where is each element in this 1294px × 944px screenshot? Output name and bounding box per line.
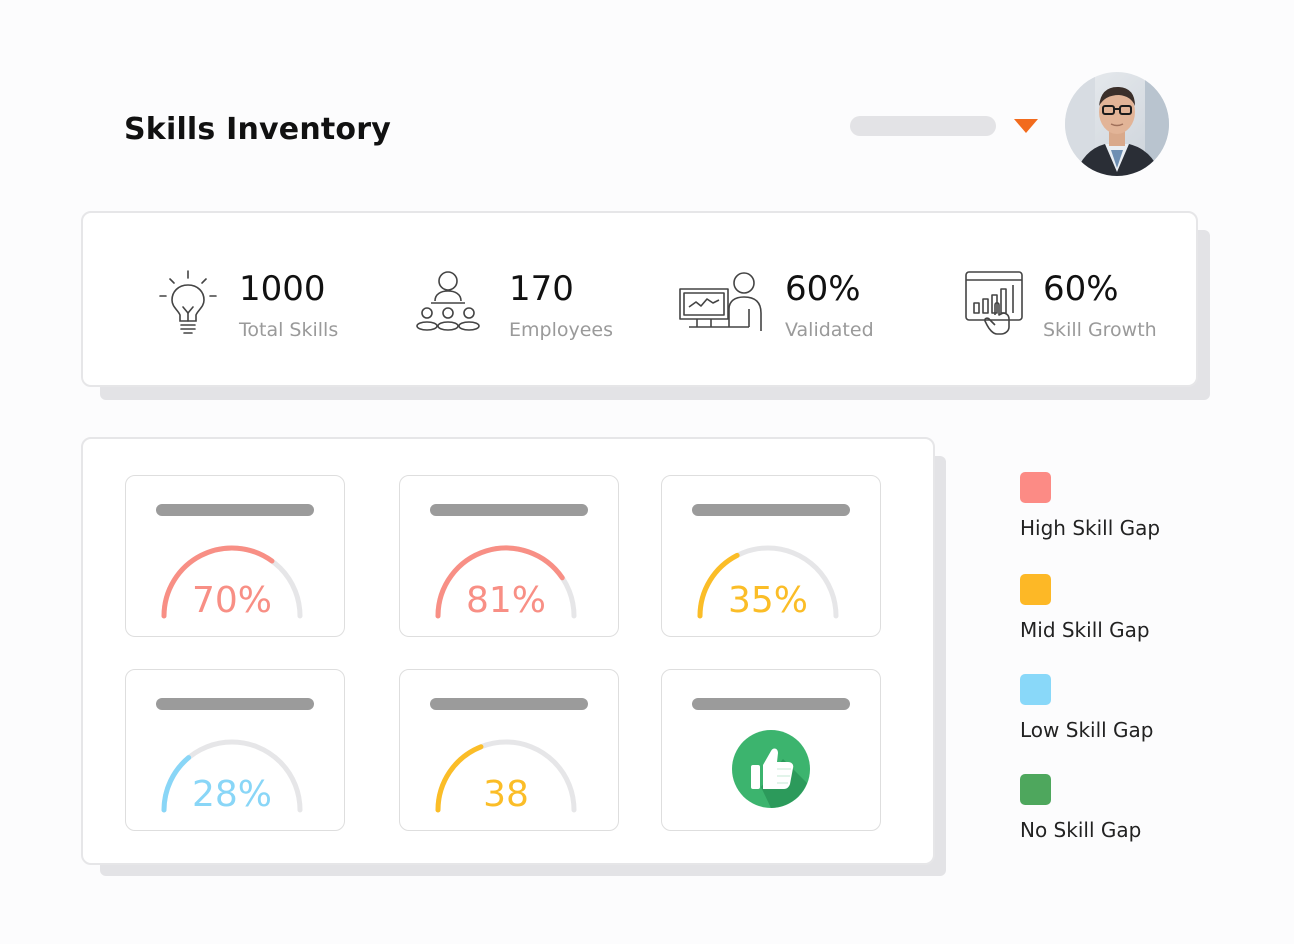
- stat-total-skills: 1000 Total Skills: [157, 265, 357, 345]
- gauge-arc: [435, 545, 577, 619]
- stat-value: 60%: [785, 269, 861, 309]
- gauge-arc: [697, 545, 839, 619]
- stat-label: Total Skills: [239, 319, 339, 341]
- gauge-title-placeholder: [156, 504, 314, 516]
- workstation-user-icon: [679, 272, 762, 331]
- thumbs-up-icon: [732, 730, 810, 808]
- legend-label: Low Skill Gap: [1020, 718, 1154, 742]
- gauge-title-placeholder: [156, 698, 314, 710]
- growth-chart-touch-icon: [965, 271, 1023, 335]
- legend-swatch: [1020, 472, 1051, 503]
- gauge-card[interactable]: 38: [399, 669, 619, 831]
- gauge-arc: [435, 739, 577, 813]
- user-menu-dropdown[interactable]: [1012, 114, 1040, 138]
- stat-employees: 170 Employees: [415, 265, 635, 345]
- legend-item-high: High Skill Gap: [1020, 472, 1160, 540]
- user-name-placeholder: [850, 116, 996, 136]
- gauge-card-no-gap[interactable]: [661, 669, 881, 831]
- gauge-arc: [161, 545, 303, 619]
- legend-label: No Skill Gap: [1020, 818, 1142, 842]
- page-title: Skills Inventory: [124, 112, 391, 147]
- gauge-card[interactable]: 70%: [125, 475, 345, 637]
- caret-down-icon: [1014, 119, 1038, 133]
- legend-item-mid: Mid Skill Gap: [1020, 574, 1150, 642]
- gauges-panel: 70% 81% 35% 28%: [81, 437, 935, 865]
- legend-swatch: [1020, 574, 1051, 605]
- gauge-title-placeholder: [692, 504, 850, 516]
- avatar[interactable]: [1065, 72, 1169, 176]
- gauge-title-placeholder: [430, 698, 588, 710]
- stat-value: 170: [509, 269, 574, 309]
- legend-swatch: [1020, 674, 1051, 705]
- lightbulb-icon: [159, 270, 217, 334]
- gauge-title-placeholder: [430, 504, 588, 516]
- stat-label: Validated: [785, 319, 874, 341]
- gauge-title-placeholder: [692, 698, 850, 710]
- legend-item-low: Low Skill Gap: [1020, 674, 1154, 742]
- gauge-value: 28%: [191, 774, 272, 815]
- stat-label: Skill Growth: [1043, 319, 1157, 341]
- legend-swatch: [1020, 774, 1051, 805]
- gauge-value: 35%: [727, 580, 808, 621]
- stat-label: Employees: [509, 319, 613, 341]
- avatar-photo: [1065, 72, 1169, 176]
- legend-item-none: No Skill Gap: [1020, 774, 1141, 842]
- stat-skill-growth: 60% Skill Growth: [963, 265, 1183, 345]
- gauge-value: 38: [483, 774, 529, 815]
- gauge-card[interactable]: 81%: [399, 475, 619, 637]
- gauge-card[interactable]: 28%: [125, 669, 345, 831]
- legend-label: Mid Skill Gap: [1020, 618, 1150, 642]
- team-icon: [416, 271, 480, 331]
- gauge-arc: [161, 739, 303, 813]
- gauge-value: 81%: [465, 580, 546, 621]
- legend-label: High Skill Gap: [1020, 516, 1161, 540]
- stat-value: 1000: [239, 269, 326, 309]
- stats-panel: 1000 Total Skills 170 Employees: [81, 211, 1198, 387]
- stat-value: 60%: [1043, 269, 1119, 309]
- gauge-value: 70%: [191, 580, 272, 621]
- gauge-card[interactable]: 35%: [661, 475, 881, 637]
- stat-validated: 60% Validated: [677, 265, 897, 345]
